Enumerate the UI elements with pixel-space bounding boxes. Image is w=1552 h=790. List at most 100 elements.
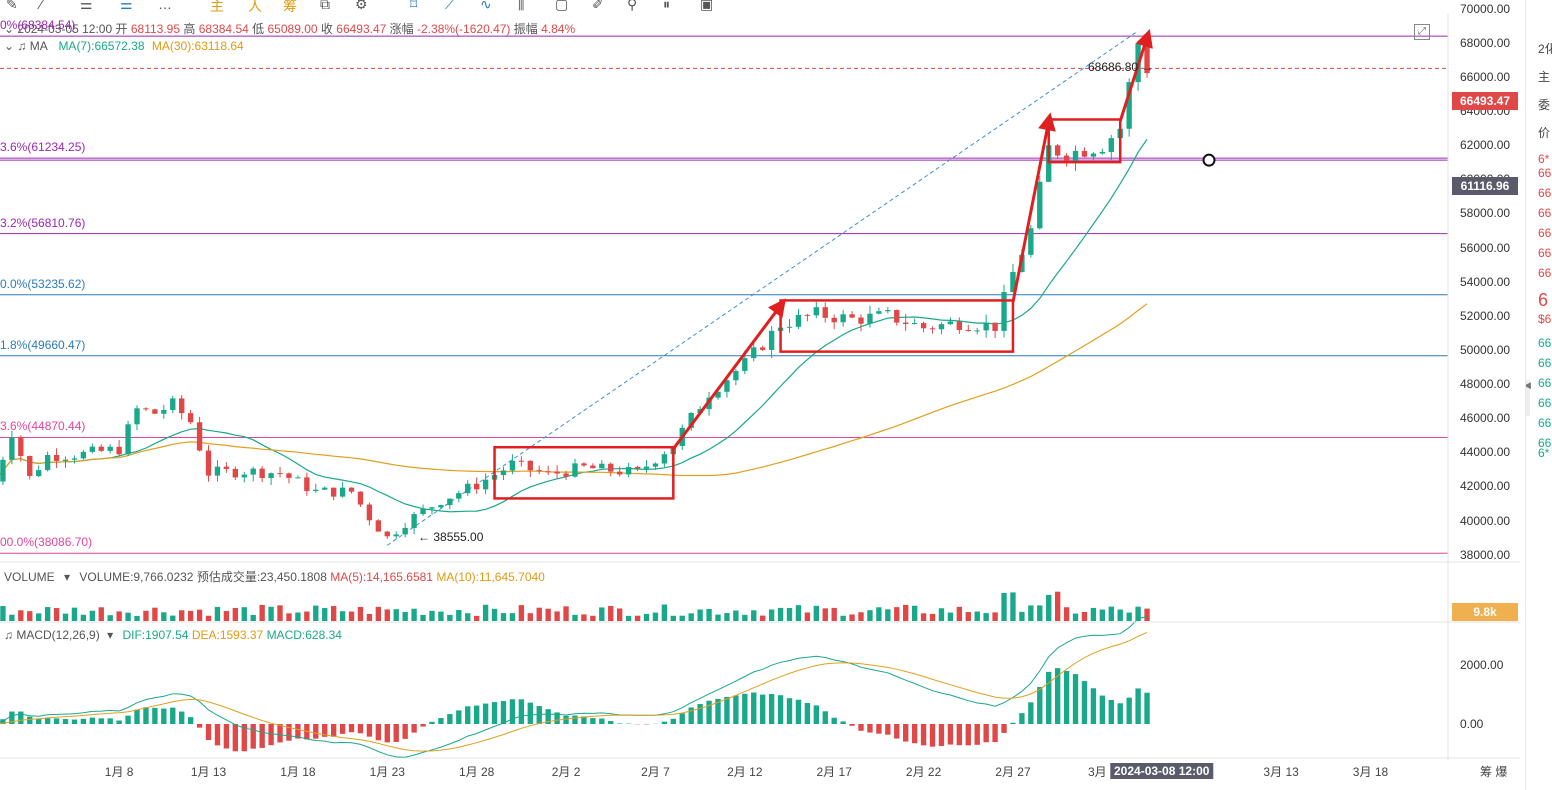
- macd-hist-bar: [929, 724, 936, 747]
- volume-bar: [554, 611, 560, 621]
- sidebar-item[interactable]: 6*: [1538, 152, 1550, 166]
- sidebar-item[interactable]: 价: [1538, 126, 1551, 140]
- macd-hist-bar: [80, 718, 87, 724]
- candle-body: [786, 326, 793, 328]
- square-icon[interactable]: ▢: [555, 0, 569, 12]
- candle-body: [357, 491, 364, 505]
- volume-bar: [831, 607, 837, 621]
- wave-icon[interactable]: ∿: [480, 0, 492, 12]
- volume-bar: [348, 611, 355, 621]
- sidebar-item[interactable]: 6: [1538, 290, 1549, 310]
- macd-hist-bar: [402, 724, 408, 739]
- sidebar-item[interactable]: 主: [1538, 70, 1551, 84]
- sidebar-item[interactable]: 66: [1538, 376, 1552, 390]
- volume-dropdown-icon[interactable]: ▾: [64, 570, 71, 584]
- volume-bar: [992, 612, 998, 621]
- sidebar-item[interactable]: 2化: [1538, 42, 1552, 56]
- chips-button[interactable]: 筹: [1480, 765, 1493, 779]
- sidebar-item[interactable]: 66: [1538, 206, 1552, 220]
- sidebar-item[interactable]: 66: [1538, 186, 1552, 200]
- person-indicator-button[interactable]: 人: [248, 0, 262, 14]
- volume-bar: [581, 614, 587, 621]
- macd-hist-bar: [205, 724, 212, 741]
- link-icon[interactable]: ⚲: [627, 0, 638, 12]
- sidebar-item[interactable]: 6*: [1538, 446, 1550, 460]
- bell-icon[interactable]: ♫: [17, 39, 27, 53]
- sidebar-item[interactable]: 66: [1538, 356, 1552, 370]
- x-tick-label: 2月 7: [641, 765, 670, 779]
- volume-bar: [804, 612, 811, 621]
- macd-bell-icon[interactable]: ♫: [4, 628, 13, 642]
- volume-bar: [965, 612, 971, 621]
- candles-icon[interactable]: ⫼: [518, 0, 525, 12]
- macd-hist-bar: [715, 698, 721, 724]
- expand-icon[interactable]: ⤢: [1414, 24, 1430, 40]
- sidebar-item[interactable]: 66: [1538, 166, 1552, 180]
- candle-body: [795, 314, 802, 327]
- sidebar-item[interactable]: 66: [1538, 246, 1552, 260]
- volume-bar: [36, 613, 42, 621]
- candle-body: [894, 309, 900, 323]
- macd-hist-bar: [53, 718, 60, 724]
- volume-bar: [295, 612, 301, 621]
- breakout-arrow: [672, 298, 786, 450]
- collapse-icon[interactable]: ⌄: [4, 39, 15, 53]
- bookmark-icon[interactable]: ⌑: [410, 0, 418, 12]
- chips-indicator-button[interactable]: 筹: [283, 0, 297, 14]
- candle-body: [456, 493, 462, 499]
- candle-body: [1054, 145, 1061, 156]
- camera-icon[interactable]: ⧉: [320, 0, 330, 12]
- ruler-icon[interactable]: ⟋: [445, 0, 455, 12]
- menu-icon[interactable]: ☰: [80, 0, 93, 12]
- main-indicator-button[interactable]: 主: [210, 0, 224, 14]
- sidebar-item[interactable]: 66: [1538, 226, 1552, 240]
- burst-button[interactable]: 爆: [1495, 765, 1508, 779]
- chevron-icon[interactable]: ⌄: [4, 22, 15, 36]
- sidebar-item[interactable]: 66: [1538, 436, 1552, 450]
- macd-hist-bar: [259, 724, 265, 748]
- page-icon[interactable]: ▣: [700, 0, 714, 12]
- settings-icon[interactable]: ⚙: [355, 0, 368, 12]
- macd-label[interactable]: MACD(12,26,9): [16, 628, 100, 642]
- candle-body: [599, 463, 605, 469]
- volume-bar: [241, 607, 247, 621]
- volume-bar: [89, 610, 96, 621]
- candle-body: [858, 317, 864, 324]
- macd-hist-bar: [1135, 688, 1141, 724]
- volume-bar: [608, 606, 614, 621]
- brush-icon[interactable]: ⁄: [40, 0, 43, 12]
- macd-hist-bar: [661, 721, 668, 724]
- collapse-handle[interactable]: ◀: [1526, 380, 1531, 416]
- macd-hist-bar: [330, 724, 337, 737]
- y-tick-label: 42000.00: [1460, 479, 1511, 494]
- chart-canvas[interactable]: [0, 0, 1520, 790]
- sidebar-item[interactable]: 66: [1538, 416, 1552, 430]
- sidebar-item[interactable]: $6: [1538, 312, 1552, 326]
- ohlc-header: ⌄ 2024-03-05 12:00 开 68113.95 高 68384.54…: [4, 20, 575, 37]
- candle-body: [402, 527, 408, 535]
- macd-hist-bar: [1010, 722, 1016, 724]
- macd-hist-bar: [500, 701, 507, 724]
- layout-icon[interactable]: ☰: [120, 0, 133, 12]
- ma-label[interactable]: MA: [29, 39, 48, 53]
- pencil-icon[interactable]: ✎: [6, 0, 18, 12]
- macd-hist-bar: [1072, 674, 1079, 724]
- sidebar-item[interactable]: 66: [1538, 266, 1552, 280]
- edit-icon[interactable]: ✐: [592, 0, 604, 12]
- macd-dropdown-icon[interactable]: ▾: [107, 628, 114, 642]
- macd-hist-bar: [286, 724, 292, 741]
- y-tick-label: 46000.00: [1460, 411, 1511, 426]
- volume-bar: [1037, 605, 1043, 621]
- sidebar-item[interactable]: 委: [1538, 98, 1551, 112]
- sidebar-item[interactable]: 66: [1538, 396, 1552, 410]
- more-icon[interactable]: …: [158, 0, 172, 12]
- candle-body: [384, 531, 390, 537]
- volume-label[interactable]: VOLUME: [4, 570, 55, 584]
- macd-header: ♫ MACD(12,26,9) ▾ DIF:1907.54 DEA:1593.3…: [4, 628, 342, 642]
- volume-value: VOLUME:9,766.0232: [79, 570, 194, 584]
- candle-body: [1144, 43, 1150, 74]
- top-toolbar: ✎ ⁄ ☰ ☰ … 主 人 筹 ⧉ ⚙ ⌑ ⟋ ∿ ⫼ ▢ ✐ ⚲ ⏸ ▣: [0, 0, 1520, 14]
- pause-icon[interactable]: ⏸: [663, 0, 670, 12]
- sidebar-item[interactable]: 66: [1538, 336, 1552, 350]
- y-tick-label: 40000.00: [1460, 513, 1511, 528]
